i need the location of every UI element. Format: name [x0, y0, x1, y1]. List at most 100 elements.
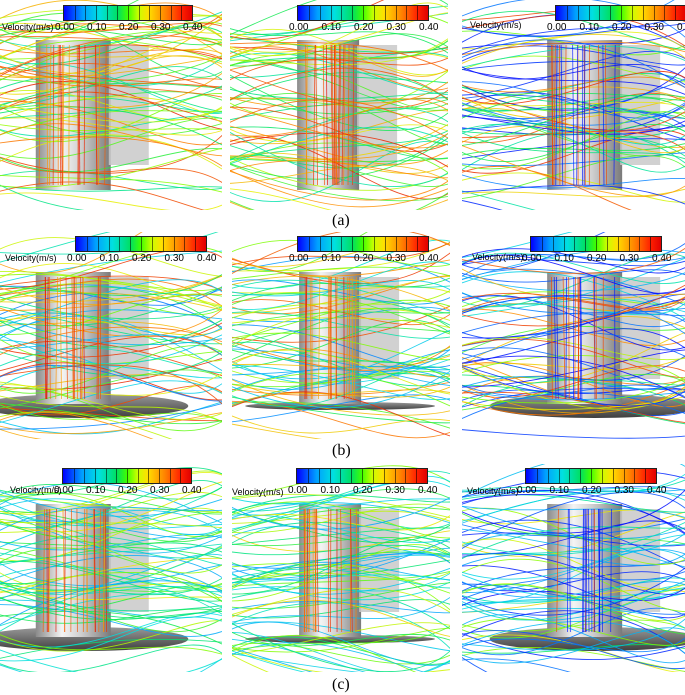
streamline — [230, 106, 448, 149]
streamline — [230, 160, 448, 179]
streamline — [462, 361, 685, 408]
colorbar-tick-label: 0.40 — [419, 22, 439, 33]
streamline — [0, 334, 222, 356]
velocity-colorbar — [525, 468, 657, 484]
colorbar-tick — [106, 6, 108, 20]
colorbar-tick — [162, 237, 164, 251]
surface-streamline — [308, 508, 310, 633]
surface-streamline — [316, 508, 319, 633]
streamline — [232, 621, 450, 666]
streamline — [462, 64, 685, 80]
streamline — [232, 521, 450, 544]
streamline — [0, 585, 222, 611]
streamline — [0, 572, 222, 603]
streamline — [0, 117, 222, 160]
streamline — [0, 484, 222, 500]
surface-streamline — [44, 276, 47, 400]
streamline — [230, 2, 448, 57]
streamline — [462, 103, 685, 157]
streamline — [462, 548, 685, 593]
streamline — [232, 544, 450, 602]
colorbar-tick — [96, 6, 97, 20]
streamline — [232, 552, 450, 569]
streamline — [232, 401, 450, 429]
surface-streamline — [93, 508, 96, 633]
streamline — [462, 33, 685, 64]
streamline — [0, 185, 222, 192]
streamline — [232, 275, 450, 311]
colorbar-tick-label: 0.00 — [517, 485, 537, 496]
streamline — [0, 159, 222, 184]
streamline — [462, 374, 685, 406]
streamline — [0, 48, 222, 78]
surface-streamline — [347, 44, 350, 186]
streamline — [462, 607, 685, 629]
streamline — [462, 312, 685, 334]
surface-streamline — [576, 44, 579, 186]
colorbar-tick — [372, 469, 374, 483]
streamline — [462, 200, 503, 210]
streamline — [462, 254, 685, 294]
surface-streamline — [60, 44, 63, 186]
streamline — [232, 341, 450, 387]
streamline — [462, 571, 685, 600]
streamline — [462, 91, 685, 140]
streamline — [232, 570, 450, 587]
streamline — [462, 122, 685, 146]
streamline — [0, 18, 222, 45]
streamline — [0, 296, 222, 320]
streamline — [0, 279, 222, 328]
streamlines — [232, 465, 450, 672]
colorbar-tick-label: 0.10 — [99, 253, 119, 264]
streamline — [0, 586, 222, 632]
streamline — [0, 270, 222, 308]
streamline — [0, 15, 222, 34]
streamline — [462, 232, 573, 258]
splitter-plate — [620, 277, 661, 379]
colorbar-tick — [363, 237, 364, 251]
streamline — [0, 494, 222, 513]
streamline — [0, 134, 222, 170]
streamline — [462, 627, 685, 664]
streamline — [230, 163, 448, 202]
streamline — [462, 155, 685, 199]
streamline — [0, 292, 222, 328]
colorbar-tick — [417, 237, 419, 251]
streamline — [0, 403, 222, 430]
colorbar-tick — [642, 6, 644, 20]
surface-streamline — [341, 44, 345, 186]
streamline — [462, 252, 685, 285]
streamline — [462, 353, 685, 381]
surface-streamline — [81, 276, 84, 400]
colorbar-tick-label: 0.00 — [547, 22, 567, 33]
streamline — [232, 293, 450, 326]
streamline — [462, 130, 685, 157]
streamline — [0, 411, 173, 439]
colorbar-tick-label: 0.20 — [582, 485, 602, 496]
streamline — [462, 257, 685, 305]
surface-streamline — [42, 508, 46, 633]
streamline — [0, 57, 222, 87]
streamline — [0, 104, 222, 123]
colorbar-tick — [547, 469, 549, 483]
colorbar-tick — [73, 469, 75, 483]
streamline — [0, 312, 222, 362]
streamline — [462, 269, 685, 283]
colorbar-tick — [130, 237, 132, 251]
surface-streamline — [305, 44, 308, 186]
streamline — [232, 265, 450, 288]
streamline — [0, 11, 222, 48]
streamline — [0, 380, 222, 424]
streamline — [232, 372, 450, 407]
colorbar-tick-label: 0.30 — [614, 485, 634, 496]
velocity-label: Velocity(m/s) — [470, 20, 522, 30]
colorbar-tick — [362, 469, 363, 483]
streamline — [232, 279, 450, 305]
streamline — [0, 82, 222, 107]
colorbar-tick — [95, 469, 96, 483]
streamline — [230, 188, 332, 210]
colorbar-tick — [351, 469, 353, 483]
streamline — [232, 386, 450, 406]
streamline — [0, 590, 222, 600]
colorbar-tick — [395, 237, 397, 251]
